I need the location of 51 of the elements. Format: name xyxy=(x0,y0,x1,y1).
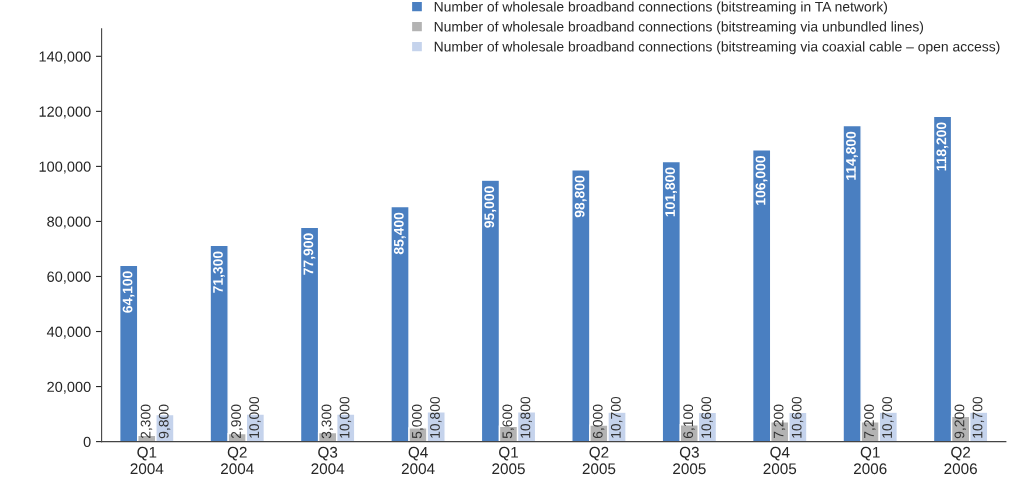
y-tick-label: 80,000 xyxy=(47,216,91,229)
x-tick-label: Q3 2005 xyxy=(673,446,706,475)
data-label: 3,300 xyxy=(321,404,334,439)
y-tick-label: 100,000 xyxy=(39,161,91,174)
y-tick-label: 40,000 xyxy=(46,326,91,339)
x-tick-label: Q2 2005 xyxy=(582,446,616,475)
x-tick-label: Q1 2005 xyxy=(492,446,525,475)
x-tick-label: Q4 2004 xyxy=(401,446,435,475)
data-label: 64,100 xyxy=(122,271,135,313)
data-label: 2,300 xyxy=(140,404,153,439)
data-label: 7,200 xyxy=(773,404,786,439)
data-label: 114,800 xyxy=(846,131,858,180)
data-label: 98,800 xyxy=(574,175,587,218)
data-label: 6,000 xyxy=(592,404,605,439)
data-label: 10,700 xyxy=(610,396,623,438)
data-label: 118,200 xyxy=(936,122,949,171)
data-label: 7,200 xyxy=(864,404,876,439)
data-label: 10,600 xyxy=(701,396,713,438)
y-tick-label: 140,000 xyxy=(39,51,91,64)
data-label: 101,800 xyxy=(665,167,678,217)
data-label: 5,000 xyxy=(411,404,424,439)
x-tick-label: Q2 2004 xyxy=(221,446,254,475)
data-label: 10,000 xyxy=(249,396,261,438)
legend-label: Number of wholesale broadband connections (bitstreaming in TA network) xyxy=(434,1,887,15)
x-tick-label: Q1 2004 xyxy=(130,446,164,475)
data-label: 2,900 xyxy=(231,404,243,439)
x-tick-label: Q2 2006 xyxy=(944,446,977,475)
y-tick-label: 20,000 xyxy=(47,381,91,394)
data-label: 10,800 xyxy=(520,396,532,438)
data-label: 10,600 xyxy=(791,396,804,438)
data-label: 10,700 xyxy=(972,396,985,438)
y-tick-label: 120,000 xyxy=(39,106,91,119)
y-tick-label: 60,000 xyxy=(47,271,91,284)
x-tick-label: Q3 2004 xyxy=(311,446,345,475)
x-tick-label: Q4 2005 xyxy=(763,446,797,475)
data-label: 10,800 xyxy=(430,396,442,438)
data-label: 10,000 xyxy=(339,396,352,438)
data-label: 106,000 xyxy=(755,156,768,205)
data-label: 95,000 xyxy=(484,186,497,228)
data-label: 85,400 xyxy=(393,212,406,255)
data-label: 6,100 xyxy=(683,404,695,439)
y-tick-label: 0 xyxy=(83,436,91,448)
data-label: 5,600 xyxy=(502,404,514,439)
data-label: 10,700 xyxy=(882,396,894,438)
data-label: 9,800 xyxy=(158,404,171,439)
data-label: 71,300 xyxy=(213,251,225,293)
legend-label: Number of wholesale broadband connections (bitstreaming via unbundled lines) xyxy=(434,21,924,35)
x-tick-label: Q1 2006 xyxy=(853,446,887,475)
data-label: 9,200 xyxy=(954,404,966,439)
data-label: 77,900 xyxy=(303,233,316,275)
legend-label: Number of wholesale broadband connections (bitstreaming via coaxial cable – open access) xyxy=(434,41,1000,55)
